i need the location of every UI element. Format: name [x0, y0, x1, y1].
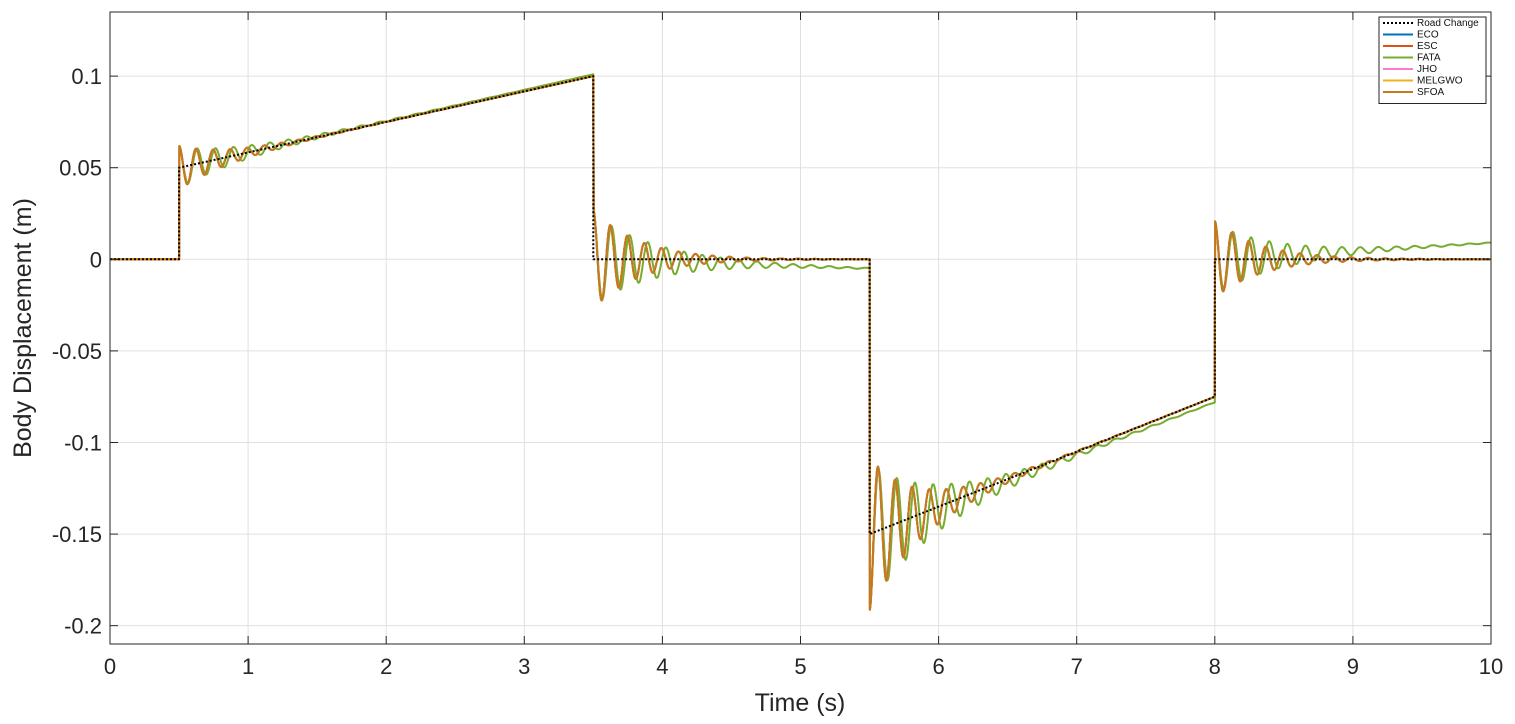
y-tick-label: -0.05	[52, 339, 102, 364]
grid-lines	[110, 12, 1491, 644]
x-tick-label: 3	[518, 654, 530, 679]
legend-label: FATA	[1417, 53, 1441, 64]
x-tick-label: 0	[104, 654, 116, 679]
legend-label: JHO	[1417, 64, 1437, 75]
legend-label: SFOA	[1417, 87, 1445, 98]
series-layer	[109, 73, 1492, 611]
legend-label: Road Change	[1417, 18, 1479, 29]
x-tick-label: 5	[794, 654, 806, 679]
x-tick-label: 9	[1347, 654, 1359, 679]
y-tick-label: 0.1	[71, 64, 102, 89]
x-tick-label: 8	[1209, 654, 1221, 679]
x-tick-label: 4	[656, 654, 668, 679]
y-tick-label: -0.1	[64, 430, 102, 455]
y-axis-title: Body Displacement (m)	[9, 198, 37, 458]
x-tick-label: 6	[932, 654, 944, 679]
y-tick-label: -0.15	[52, 522, 102, 547]
x-tick-label: 10	[1479, 654, 1503, 679]
legend-label: ECO	[1417, 30, 1439, 41]
y-tick-label: 0	[90, 247, 102, 272]
legend-box	[1378, 16, 1487, 104]
y-tick-label: 0.05	[59, 156, 102, 181]
x-tick-label: 7	[1071, 654, 1083, 679]
legend-label: ESC	[1417, 41, 1438, 52]
tick-layer: 0 1 2 3 4 5 6 7 8 9 10 0.1 0.05 0 -0.05 -0.1 -0.15 -0.2	[52, 12, 1503, 679]
x-axis-title: Time (s)	[755, 689, 846, 717]
y-tick-label: -0.2	[64, 614, 102, 639]
x-tick-label: 2	[380, 654, 392, 679]
x-tick-label: 1	[242, 654, 254, 679]
series-line-fata	[109, 73, 1492, 605]
legend-label: MELGWO	[1417, 76, 1463, 87]
